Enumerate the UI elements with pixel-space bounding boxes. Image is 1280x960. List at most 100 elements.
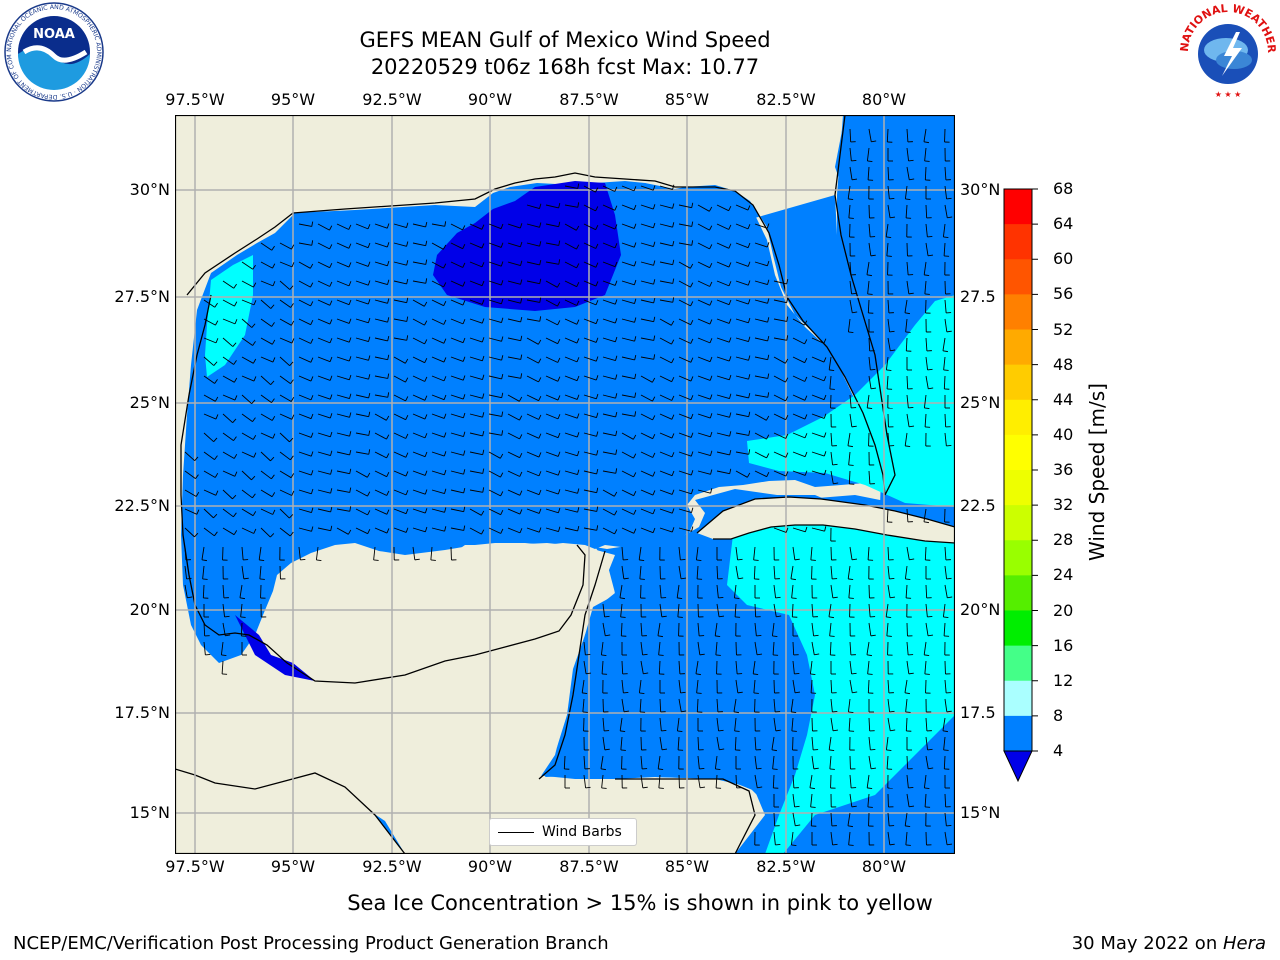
wind-barb-flag: [214, 379, 218, 384]
wind-barb: [944, 584, 948, 598]
wind-barb: [735, 242, 749, 249]
wind-barb: [925, 736, 929, 750]
wind-barb-flag: [923, 521, 929, 524]
wind-barb-flag: [671, 377, 675, 382]
wind-barb: [220, 641, 224, 655]
wind-barb-flag: [405, 452, 409, 458]
wind-barb: [355, 337, 369, 343]
wind-barb: [469, 337, 483, 343]
wind-barb: [735, 451, 749, 455]
wind-barb: [507, 489, 521, 496]
wind-barb: [773, 527, 787, 533]
wind-barb: [583, 299, 597, 306]
wind-barb-flag: [405, 527, 409, 533]
wind-barb-flag: [213, 437, 218, 442]
wind-barb: [906, 508, 909, 522]
wind-barb: [944, 204, 948, 218]
wind-barb-flag: [851, 672, 857, 675]
wind-barb: [640, 242, 654, 248]
map-title: GEFS MEAN Gulf of Mexico Wind Speed: [359, 28, 771, 52]
wind-barb-flag: [904, 692, 910, 695]
wind-barb: [583, 641, 586, 655]
wind-barb: [829, 755, 832, 769]
wind-barb: [697, 318, 711, 325]
wind-barb-flag: [718, 615, 725, 618]
wind-barb: [450, 432, 464, 438]
wind-barb: [868, 755, 872, 769]
wind-barb-flag: [748, 317, 751, 323]
wind-barb-flag: [927, 254, 934, 257]
wind-barb: [659, 603, 663, 617]
wind-barb-flag: [823, 432, 827, 438]
wind-barb: [658, 641, 661, 655]
wind-barb: [336, 451, 350, 456]
wind-barb-flag: [387, 298, 390, 304]
wind-barb-flag: [386, 453, 390, 459]
wind-barb: [317, 508, 331, 513]
wind-barb-flag: [661, 748, 668, 751]
wind-barb-flag: [652, 509, 656, 515]
wind-barb-flag: [557, 414, 561, 420]
wind-barb: [583, 337, 597, 343]
wind-barb-flag: [791, 711, 797, 714]
wind-barb: [905, 717, 908, 732]
wind-barb: [260, 451, 271, 462]
wind-barb-flag: [595, 262, 599, 268]
wind-barb: [600, 641, 604, 655]
wind-barb-flag: [946, 710, 952, 713]
wind-barb-flag: [405, 377, 409, 383]
wind-barb: [545, 280, 558, 288]
wind-barb-flag: [908, 292, 914, 295]
wind-barb: [336, 527, 349, 535]
wind-barb: [298, 432, 312, 438]
colorbar-tick-label: 32: [1053, 495, 1074, 515]
wind-barb-flag: [652, 185, 656, 191]
wind-barb-flag: [946, 197, 952, 200]
wind-barb-flag: [829, 749, 835, 752]
wind-barb-flag: [424, 451, 428, 457]
wind-barb: [924, 660, 927, 674]
wind-barb-flag: [348, 281, 352, 287]
wind-barb-flag: [851, 159, 857, 162]
wind-barb-flag: [520, 354, 523, 360]
wind-barb-flag: [709, 225, 713, 231]
wind-barb-flag: [680, 558, 686, 561]
wind-barb-flag: [538, 433, 542, 439]
wind-barb-flag: [691, 240, 694, 246]
wind-barb-flag: [214, 302, 218, 308]
wind-barb-flag: [734, 730, 740, 732]
wind-barb-flag: [634, 279, 637, 285]
wind-barb-flag: [623, 691, 629, 694]
wind-barb: [412, 413, 426, 420]
wind-barb-flag: [519, 490, 523, 496]
wind-barb: [943, 736, 946, 750]
wind-barb: [564, 432, 578, 438]
wind-barb: [412, 223, 426, 228]
wind-barb-flag: [424, 489, 428, 495]
wind-barb-flag: [576, 338, 580, 344]
wind-barb: [545, 337, 558, 345]
wind-barb: [317, 527, 331, 532]
wind-barb: [754, 755, 758, 769]
wind-barb: [621, 318, 635, 323]
wind-barb: [771, 622, 775, 636]
wind-barb-flag: [786, 278, 789, 285]
wind-barb-flag: [271, 415, 276, 421]
wind-barb: [849, 280, 853, 294]
wind-barb: [849, 793, 853, 807]
wind-barb-flag: [600, 768, 606, 771]
wind-barb: [942, 603, 946, 617]
wind-barb: [222, 470, 236, 477]
wind-barb-flag: [690, 357, 694, 363]
wind-barb: [697, 356, 711, 363]
wind-barb-flag: [747, 299, 751, 305]
wind-barb: [602, 299, 616, 305]
colorbar-tick-label: 4: [1053, 741, 1064, 760]
wind-barb: [260, 261, 273, 269]
wind-barb-flag: [538, 471, 542, 477]
wind-barb: [848, 470, 851, 485]
wind-barb: [564, 356, 578, 363]
wind-barb: [659, 736, 663, 750]
wind-barb-flag: [871, 140, 877, 143]
wind-barb-flag: [557, 395, 561, 401]
